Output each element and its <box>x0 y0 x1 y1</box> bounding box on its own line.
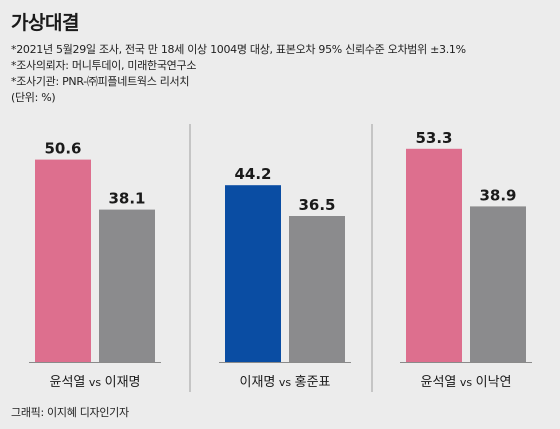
bar-2-1 <box>225 185 281 362</box>
data-label-3-1: 53.3 <box>415 129 452 147</box>
bar-3-1 <box>406 148 462 362</box>
category-label-2: 이재명 vs 홍준표 <box>239 375 330 390</box>
data-label-1-2: 38.1 <box>108 190 145 208</box>
category-right-name: 이재명 <box>105 375 141 390</box>
category-right-name: 이낙연 <box>476 375 512 390</box>
category-vs: vs <box>456 376 475 389</box>
category-vs: vs <box>275 376 294 389</box>
note-agency: *조사기관: PNR-㈜피플네트웍스 리서치 <box>11 75 190 88</box>
data-label-1-1: 50.6 <box>44 140 81 158</box>
bar-2-2 <box>289 216 345 362</box>
graphic-credit: 그래픽: 이지혜 디자인기자 <box>11 406 129 419</box>
note-client: *조사의뢰자: 머니투데이, 미래한국연구소 <box>11 59 197 72</box>
note-unit: (단위: %) <box>11 91 56 104</box>
category-right-name: 홍준표 <box>295 375 331 390</box>
category-left-name: 이재명 <box>239 375 275 390</box>
category-label-3: 윤석열 vs 이낙연 <box>420 375 511 390</box>
chart-title: 가상대결 <box>11 12 79 34</box>
note-survey: *2021년 5월29일 조사, 전국 만 18세 이상 1004명 대상, 표… <box>11 43 466 56</box>
data-label-2-2: 36.5 <box>298 196 335 214</box>
category-vs: vs <box>85 376 104 389</box>
data-label-3-2: 38.9 <box>479 186 516 204</box>
bar-1-1 <box>35 159 91 362</box>
bar-1-2 <box>99 209 155 362</box>
category-label-1: 윤석열 vs 이재명 <box>49 375 140 390</box>
data-label-2-1: 44.2 <box>234 165 271 183</box>
bar-3-2 <box>470 206 526 362</box>
category-left-name: 윤석열 <box>49 375 85 390</box>
category-left-name: 윤석열 <box>420 375 456 390</box>
chart-notes: *2021년 5월29일 조사, 전국 만 18세 이상 1004명 대상, 표… <box>11 42 466 106</box>
